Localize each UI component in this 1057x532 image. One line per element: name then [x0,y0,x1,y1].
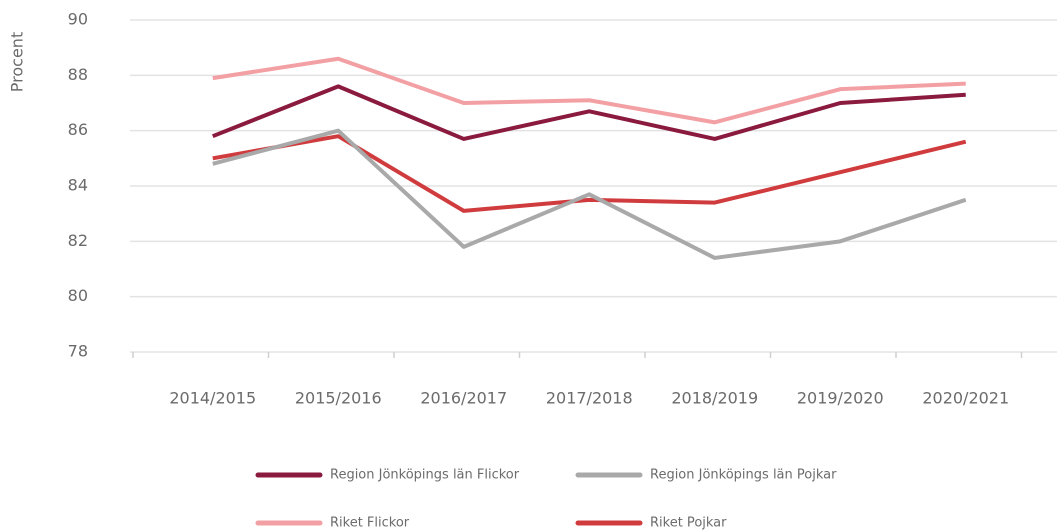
y-tick-label: 88 [68,65,88,84]
y-axis-label: Procent [8,32,27,92]
legend-label: Region Jönköpings län Pojkar [650,468,837,483]
x-tick-label: 2019/2020 [797,389,884,408]
x-tick-label: 2015/2016 [295,389,382,408]
x-tick-label: 2017/2018 [546,389,633,408]
line-series [212,84,966,141]
x-tick-label: 2020/2021 [922,389,1009,408]
x-tick-label: 2018/2019 [671,389,758,408]
y-tick-label: 78 [68,342,88,361]
line-series [212,56,966,125]
y-tick-label: 86 [68,120,88,139]
legend-label: Region Jönköpings län Flickor [330,468,520,483]
y-tick-label: 84 [68,176,88,195]
x-tick-label: 2014/2015 [169,389,256,408]
line-series [212,134,967,213]
y-tick-label: 90 [68,10,88,29]
legend-label: Riket Flickor [330,516,410,531]
legend-label: Riket Pojkar [650,516,727,531]
x-tick-label: 2016/2017 [420,389,507,408]
line-series [212,128,967,260]
y-tick-label: 80 [68,286,88,305]
y-tick-label: 82 [68,231,88,250]
